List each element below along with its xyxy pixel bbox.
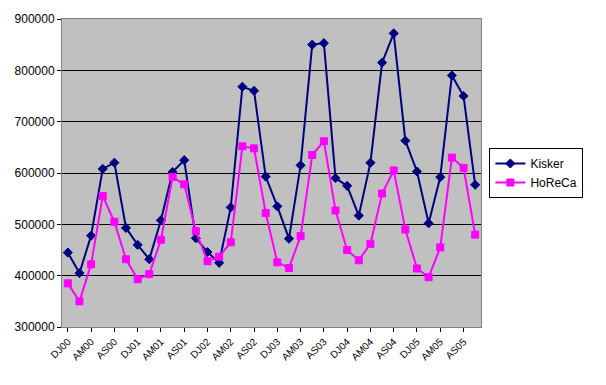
svg-text:AS04: AS04 (374, 336, 399, 361)
svg-text:300000: 300000 (15, 320, 55, 334)
svg-text:400000: 400000 (15, 269, 55, 283)
svg-text:900000: 900000 (15, 12, 55, 26)
svg-text:AM04: AM04 (349, 336, 376, 363)
svg-text:AM02: AM02 (209, 336, 236, 363)
svg-text:DJ02: DJ02 (188, 336, 213, 361)
svg-text:AM03: AM03 (279, 336, 306, 363)
svg-text:DJ00: DJ00 (48, 336, 73, 361)
svg-text:AM01: AM01 (140, 336, 167, 363)
svg-text:HoReCa: HoReCa (530, 176, 576, 190)
svg-text:DJ01: DJ01 (118, 336, 143, 361)
svg-text:AS05: AS05 (443, 336, 468, 361)
svg-text:DJ05: DJ05 (398, 336, 423, 361)
svg-text:AS03: AS03 (304, 336, 329, 361)
svg-text:600000: 600000 (15, 166, 55, 180)
svg-text:AS01: AS01 (164, 336, 189, 361)
svg-text:Kisker: Kisker (530, 157, 563, 171)
svg-text:AS00: AS00 (94, 336, 119, 361)
svg-text:700000: 700000 (15, 115, 55, 129)
svg-text:500000: 500000 (15, 218, 55, 232)
svg-text:AM00: AM00 (70, 336, 97, 363)
svg-text:DJ04: DJ04 (328, 336, 353, 361)
svg-text:DJ03: DJ03 (258, 336, 283, 361)
svg-text:AM05: AM05 (419, 336, 446, 363)
svg-text:800000: 800000 (15, 64, 55, 78)
svg-text:AS02: AS02 (234, 336, 259, 361)
